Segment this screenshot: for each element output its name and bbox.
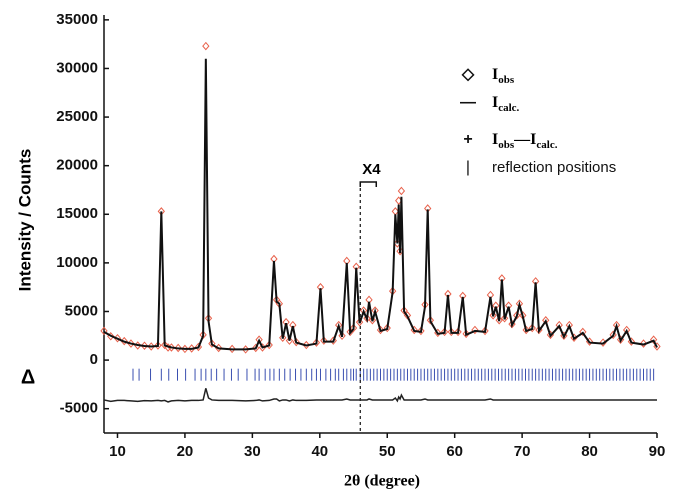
- obs-point: [349, 323, 358, 333]
- obs-point: [522, 325, 530, 335]
- legend-main: I: [530, 131, 536, 148]
- obs-point: [181, 344, 189, 354]
- x-tick-label: 40: [311, 443, 328, 460]
- obs-point: [368, 315, 377, 325]
- legend-symbol: |: [466, 159, 470, 176]
- obs-point: [147, 342, 155, 351]
- obs-point: [454, 327, 462, 337]
- y-tick-label: 5000: [65, 302, 98, 319]
- calc-line: [103, 58, 658, 351]
- y-tick-label: 35000: [56, 11, 98, 28]
- obs-point: [555, 320, 563, 330]
- obs-point: [312, 338, 321, 347]
- obs-point: [265, 340, 273, 350]
- x-axis-label: 2θ (degree): [344, 473, 420, 490]
- y-tick-label: -5000: [60, 400, 98, 417]
- obs-point: [161, 340, 169, 350]
- legend-label: Iobs—Icalc.: [492, 131, 558, 151]
- obs-point: [426, 315, 435, 325]
- obs-point: [513, 311, 521, 320]
- legend-main: I: [492, 66, 498, 83]
- x-tick-label: 10: [109, 443, 126, 460]
- obs-point: [154, 341, 162, 350]
- obs-point: [208, 339, 216, 348]
- annotation-bracket: [359, 181, 378, 187]
- legend-main: I: [492, 131, 498, 148]
- obs-point: [462, 329, 470, 339]
- y-tick-label: 30000: [56, 59, 98, 76]
- y-tick-label: 0: [90, 351, 98, 368]
- obs-point: [417, 326, 425, 336]
- obs-point: [528, 323, 536, 333]
- obs-point: [397, 186, 406, 196]
- obs-point: [376, 325, 385, 335]
- obs-point: [174, 343, 182, 353]
- obs-point: [471, 325, 479, 335]
- obs-point: [489, 311, 497, 320]
- legend-sub: calc.: [498, 102, 519, 114]
- legend-main: —: [513, 131, 531, 148]
- obs-point: [447, 327, 455, 337]
- legend-symbol: ◇: [461, 66, 475, 83]
- x-tick-label: 80: [581, 443, 598, 460]
- obs-point: [355, 317, 364, 327]
- y-tick-label: 20000: [56, 157, 98, 174]
- y-tick-label: 10000: [56, 254, 98, 271]
- y-tick-label: 25000: [56, 108, 98, 125]
- obs-point: [188, 344, 196, 353]
- x-tick-label: 70: [514, 443, 531, 460]
- obs-point: [383, 323, 391, 333]
- x-tick-label: 20: [177, 443, 194, 460]
- obs-point: [579, 327, 587, 337]
- legend-sub: calc.: [536, 139, 557, 151]
- obs-point: [338, 331, 346, 341]
- obs-point: [495, 315, 503, 325]
- x-tick-label: 30: [244, 443, 261, 460]
- obs-point: [500, 314, 509, 323]
- obs-point: [639, 339, 648, 348]
- obs-point: [255, 335, 263, 344]
- legend-symbol: —: [460, 94, 476, 111]
- obs-point: [329, 336, 337, 345]
- x-tick-label: 50: [379, 443, 396, 460]
- obs-point: [320, 336, 328, 345]
- y-axis-label: Intensity / Counts: [15, 149, 34, 292]
- obs-point: [140, 341, 149, 350]
- legend-symbol: +: [463, 131, 472, 148]
- obs-point: [302, 340, 310, 350]
- obs-point: [609, 330, 617, 340]
- obs-point: [292, 337, 300, 347]
- legend-label: Iobs: [492, 66, 515, 86]
- x-tick-label: 60: [446, 443, 463, 460]
- y-tick-label: 15000: [56, 205, 98, 222]
- legend-main: I: [492, 94, 498, 111]
- obs-point: [252, 343, 260, 353]
- obs-point: [440, 327, 449, 337]
- obs-point: [279, 333, 287, 343]
- legend-label: reflection positions: [492, 159, 616, 176]
- legend-sub: obs: [498, 74, 515, 86]
- obs-point: [285, 336, 294, 345]
- obs-point: [481, 326, 489, 336]
- legend-sub: obs: [498, 139, 515, 151]
- obs-point: [400, 306, 408, 315]
- obs-point: [649, 335, 658, 344]
- diff-line: [103, 388, 657, 403]
- annotation-text: X4: [362, 161, 381, 178]
- obs-point: [194, 342, 203, 352]
- obs-point: [228, 344, 236, 354]
- obs-point: [627, 337, 636, 346]
- obs-point: [202, 41, 210, 51]
- diff-label: Δ: [21, 366, 35, 388]
- obs-point: [100, 326, 108, 336]
- legend-label: Icalc.: [492, 94, 520, 114]
- x-tick-label: 90: [649, 443, 666, 460]
